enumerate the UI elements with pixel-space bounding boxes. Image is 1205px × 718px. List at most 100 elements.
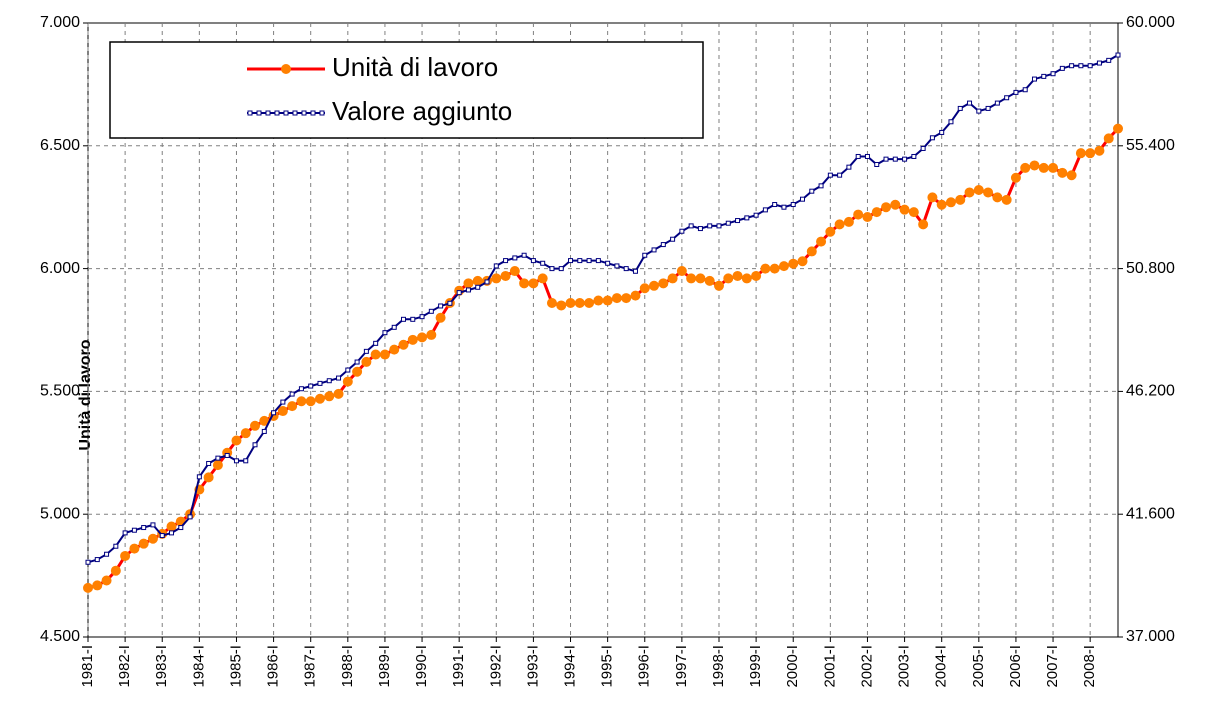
marker: [1066, 170, 1077, 181]
marker: [660, 242, 666, 248]
marker: [788, 258, 799, 269]
marker: [881, 202, 892, 213]
marker: [649, 280, 660, 291]
marker: [1113, 123, 1123, 134]
marker: [1078, 63, 1084, 69]
marker: [101, 575, 112, 586]
y2-tick-label: 46.200: [1126, 383, 1175, 400]
x-tick-label: 1995-I: [599, 645, 616, 688]
marker: [104, 551, 110, 557]
x-tick-label: 1990-I: [413, 645, 430, 688]
x-tick-label: 2007-I: [1044, 645, 1061, 688]
marker: [512, 255, 518, 261]
legend-marker: [301, 110, 307, 116]
legend-marker: [274, 110, 280, 116]
marker: [324, 391, 335, 402]
x-tick-label: 1996-I: [636, 645, 653, 688]
marker: [834, 219, 845, 230]
marker: [967, 100, 973, 106]
x-tick-label: 1985-I: [227, 645, 244, 688]
marker: [484, 279, 490, 285]
marker: [336, 375, 342, 381]
marker: [985, 105, 991, 111]
marker: [753, 212, 759, 218]
marker: [261, 428, 267, 434]
marker: [215, 455, 221, 461]
x-tick-label: 1997-I: [673, 645, 690, 688]
marker: [568, 258, 574, 264]
marker: [670, 236, 676, 242]
marker: [122, 530, 128, 536]
marker: [686, 273, 697, 284]
marker: [853, 209, 864, 220]
marker: [800, 196, 806, 202]
marker: [317, 380, 323, 386]
marker: [676, 266, 687, 277]
x-tick-label: 1981-I: [79, 645, 96, 688]
marker: [586, 258, 592, 264]
marker: [1115, 52, 1121, 58]
marker: [864, 153, 870, 159]
marker: [373, 340, 379, 346]
marker: [370, 349, 381, 360]
x-tick-label: 2000-I: [784, 645, 801, 688]
marker: [1057, 167, 1068, 178]
marker: [493, 263, 499, 269]
marker: [147, 533, 158, 544]
marker: [632, 268, 638, 274]
marker: [391, 324, 397, 330]
marker: [400, 316, 406, 322]
marker: [556, 300, 567, 311]
marker: [1050, 71, 1056, 77]
x-tick-label: 1982-I: [116, 645, 133, 688]
marker: [1075, 148, 1086, 159]
marker: [129, 543, 140, 554]
x-tick-label: 1998-I: [710, 645, 727, 688]
x-tick-label: 1987-I: [302, 645, 319, 688]
x-tick-label: 1984-I: [190, 645, 207, 688]
marker: [713, 280, 724, 291]
x-tick-label: 1992-I: [487, 645, 504, 688]
marker: [744, 215, 750, 221]
marker: [992, 192, 1003, 203]
marker: [138, 538, 149, 549]
marker: [287, 401, 298, 412]
marker: [716, 223, 722, 229]
marker: [642, 252, 648, 258]
x-tick-label: 1991-I: [450, 645, 467, 688]
marker: [243, 458, 249, 464]
marker: [892, 156, 898, 162]
marker: [1085, 148, 1096, 159]
marker: [379, 349, 390, 360]
marker: [695, 273, 706, 284]
marker: [389, 344, 400, 355]
marker: [1069, 63, 1075, 69]
marker: [540, 260, 546, 266]
marker: [382, 330, 388, 336]
marker: [85, 559, 91, 565]
legend-marker: [319, 110, 325, 116]
x-tick-label: 2003-I: [896, 645, 913, 688]
legend-marker: [265, 110, 271, 116]
marker: [741, 273, 752, 284]
legend-box: [109, 41, 704, 139]
marker: [816, 236, 827, 247]
marker: [704, 275, 715, 286]
marker: [521, 252, 527, 258]
y-tick-label: 6.000: [40, 260, 80, 277]
y-tick-label: 4.500: [40, 628, 80, 645]
marker: [1106, 57, 1112, 63]
marker: [503, 258, 509, 264]
marker: [438, 303, 444, 309]
marker: [530, 258, 536, 264]
marker: [1001, 194, 1012, 205]
x-tick-label: 1989-I: [376, 645, 393, 688]
marker: [574, 297, 585, 308]
marker: [326, 378, 332, 384]
y2-tick-label: 55.400: [1126, 137, 1175, 154]
marker: [159, 533, 165, 539]
marker: [837, 172, 843, 178]
x-tick-label: 2001-I: [821, 645, 838, 688]
marker: [871, 207, 882, 218]
